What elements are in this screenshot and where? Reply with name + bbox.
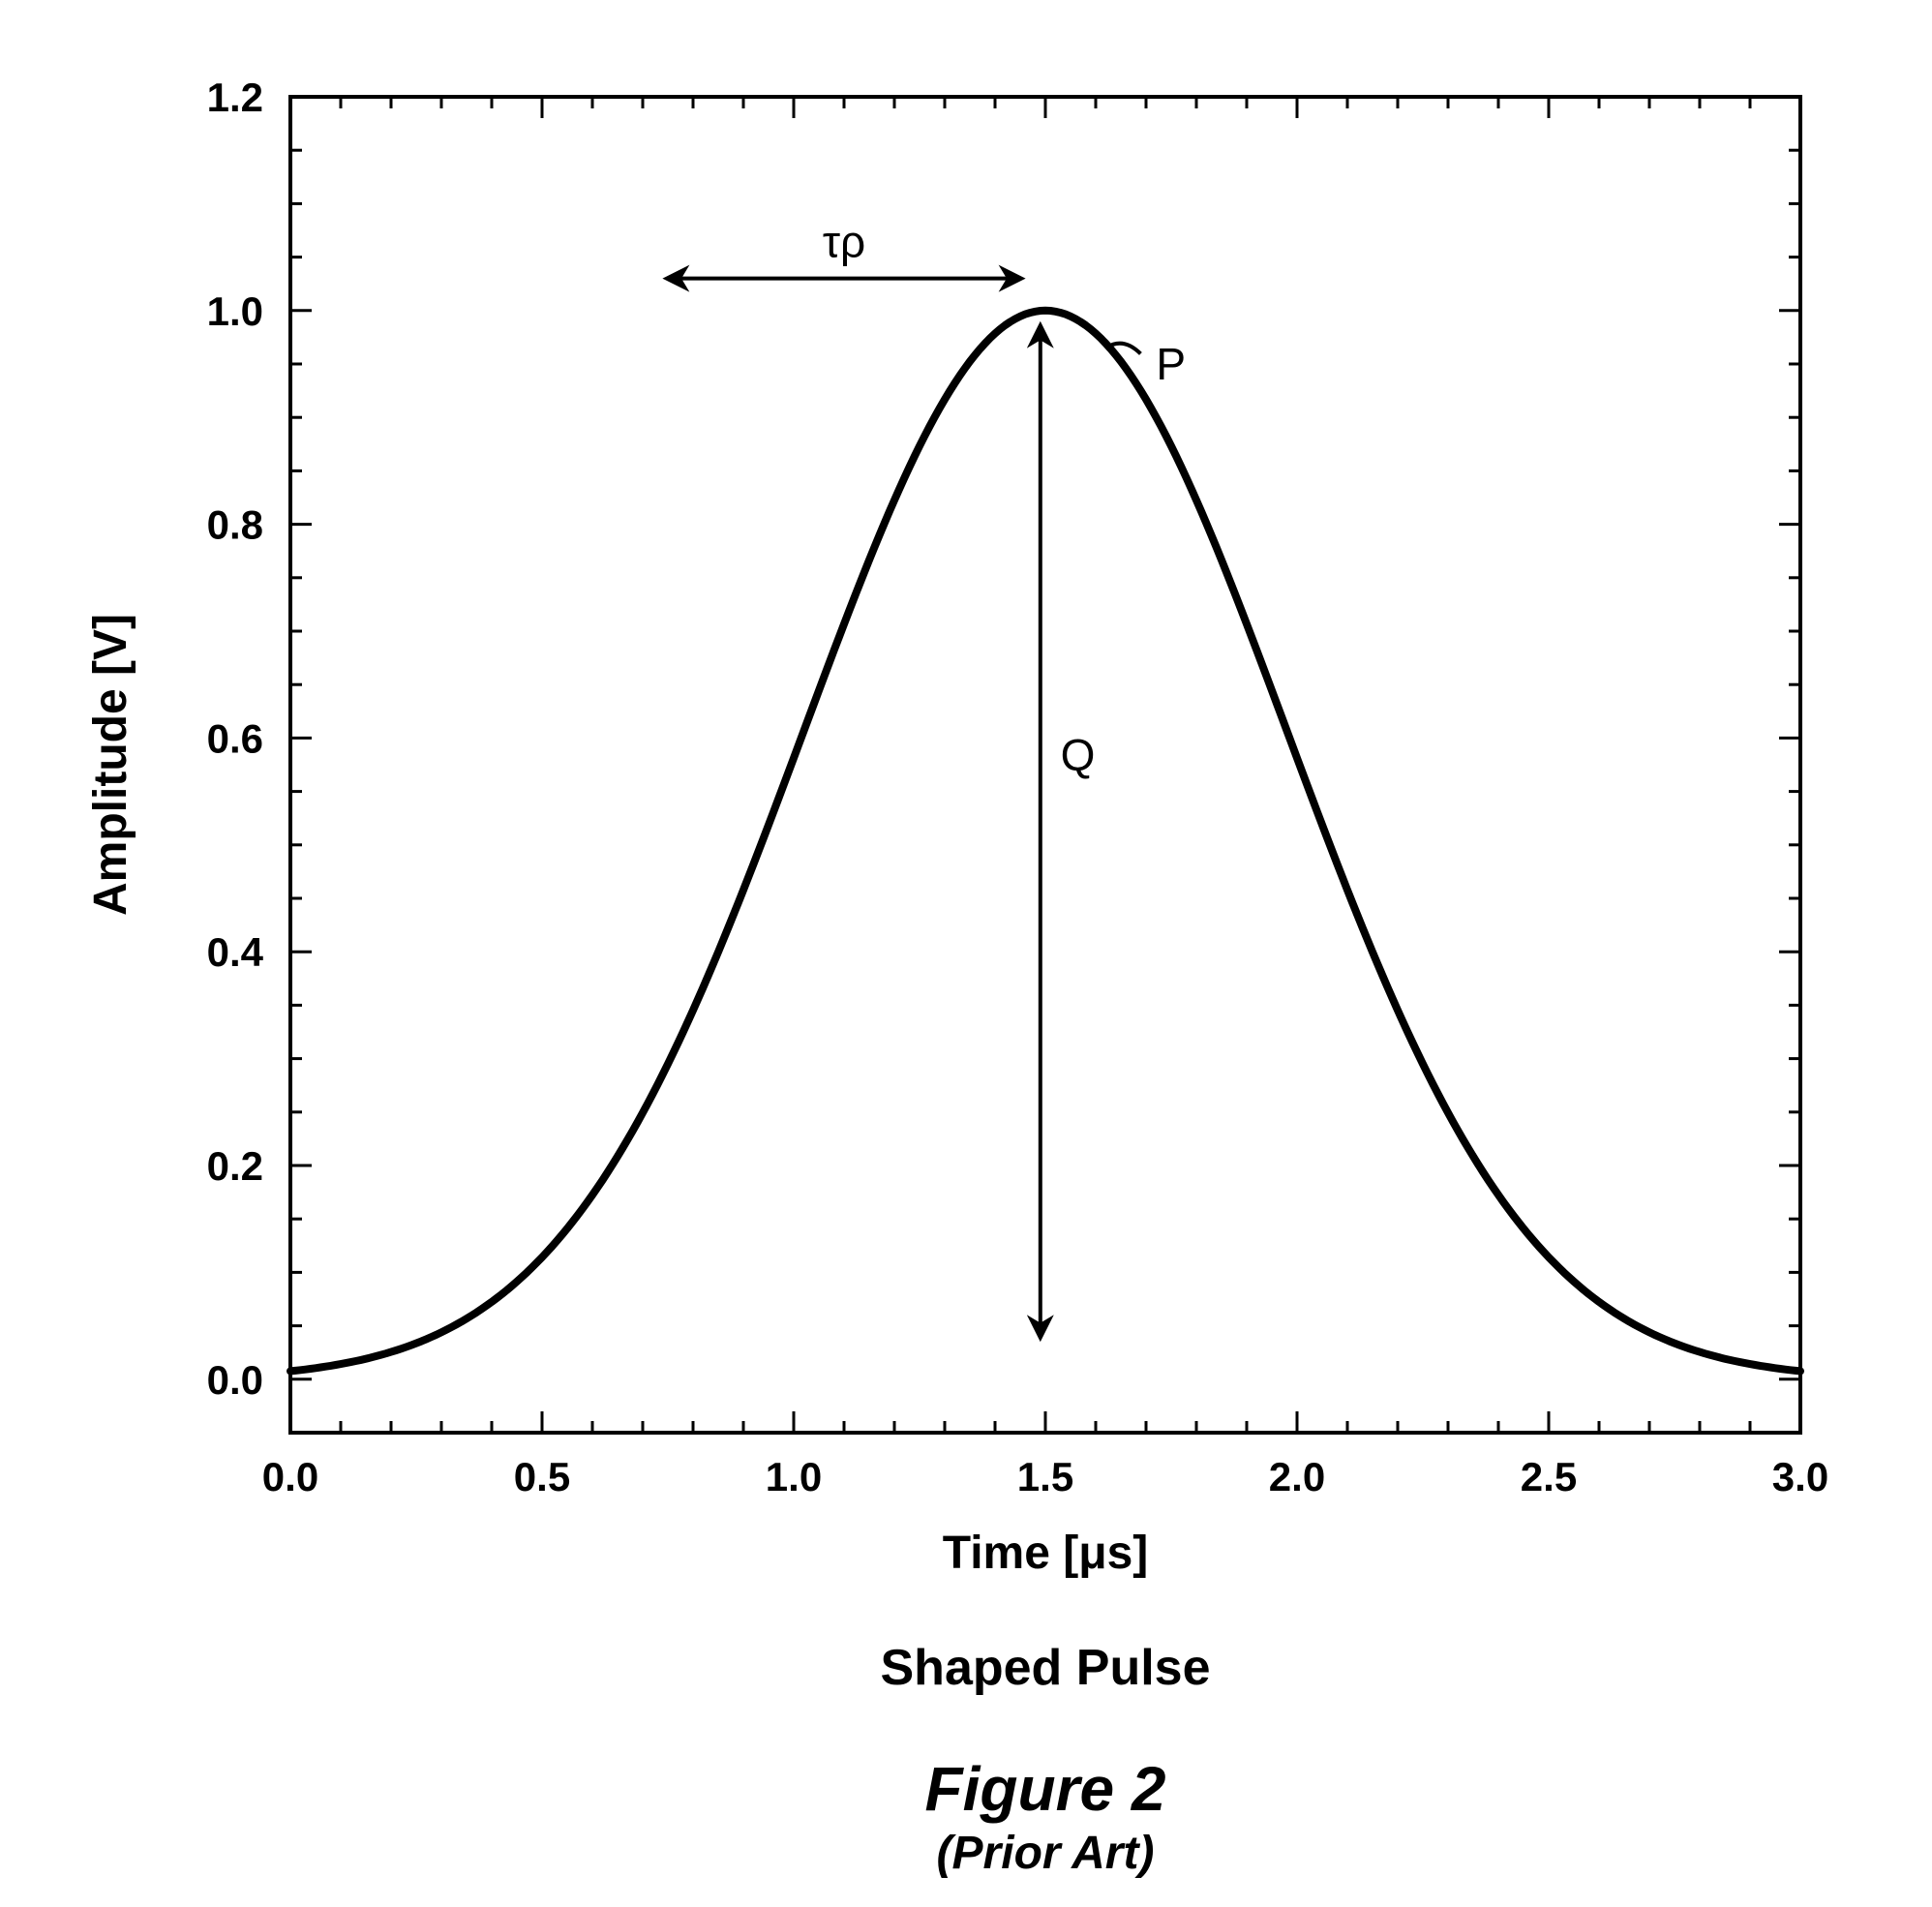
svg-text:0.4: 0.4 bbox=[207, 929, 264, 975]
svg-text:0.0: 0.0 bbox=[262, 1454, 318, 1499]
svg-text:1.2: 1.2 bbox=[207, 75, 263, 120]
svg-text:1.5: 1.5 bbox=[1017, 1454, 1073, 1499]
caption: Shaped Pulse bbox=[881, 1640, 1211, 1696]
figure-label: Figure 2 bbox=[925, 1754, 1166, 1824]
svg-text:0.6: 0.6 bbox=[207, 715, 263, 761]
x-axis-title: Time [μs] bbox=[943, 1528, 1149, 1579]
q-label: Q bbox=[1061, 730, 1096, 780]
svg-text:3.0: 3.0 bbox=[1772, 1454, 1828, 1499]
p-label: P bbox=[1156, 339, 1186, 389]
tau-rho-label: τρ bbox=[823, 217, 865, 267]
page-container: 0.0 0.5 1.0 1.5 2.0 2.5 3.0 0.0 0.2 0.4 0.6 0.8 1.0 1… bbox=[0, 0, 1932, 1907]
figure-sublabel: (Prior Art) bbox=[937, 1828, 1155, 1879]
svg-text:2.5: 2.5 bbox=[1521, 1454, 1577, 1499]
y-axis-title: Amplitude [V] bbox=[85, 614, 136, 916]
svg-text:1.0: 1.0 bbox=[207, 288, 263, 334]
svg-text:1.0: 1.0 bbox=[766, 1454, 822, 1499]
svg-text:0.2: 0.2 bbox=[207, 1143, 263, 1189]
chart-svg: 0.0 0.5 1.0 1.5 2.0 2.5 3.0 0.0 0.2 0.4 0.6 0.8 1.0 1… bbox=[0, 0, 1932, 1907]
svg-text:0.8: 0.8 bbox=[207, 502, 263, 548]
svg-text:2.0: 2.0 bbox=[1269, 1454, 1325, 1499]
svg-text:0.5: 0.5 bbox=[514, 1454, 570, 1499]
svg-text:0.0: 0.0 bbox=[207, 1357, 263, 1403]
